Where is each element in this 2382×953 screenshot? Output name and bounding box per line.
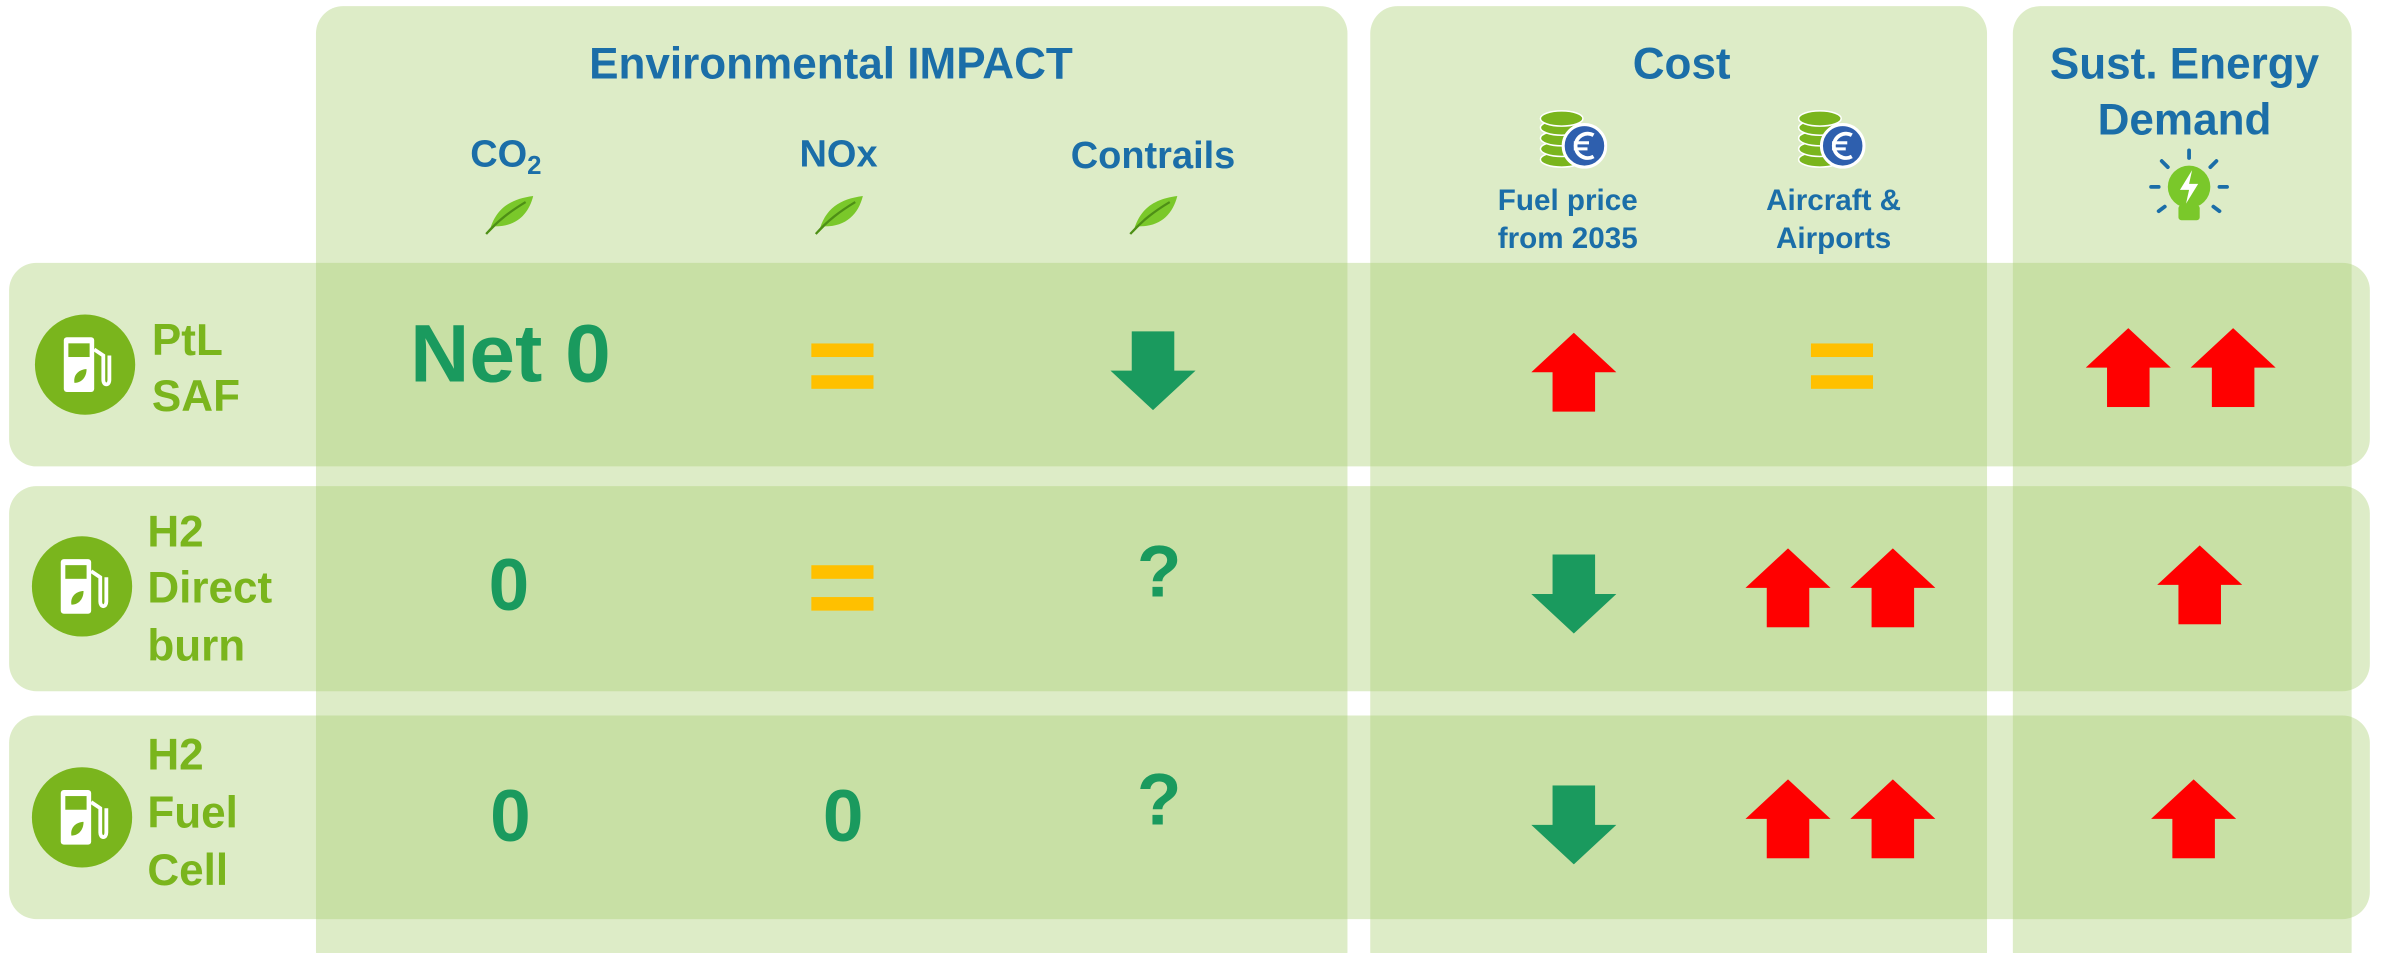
row-label: Direct: [147, 564, 272, 613]
panels: [9, 6, 2370, 953]
cell-value: 0: [490, 776, 531, 857]
row-label: PtL: [152, 316, 223, 365]
group-header: Demand: [2098, 96, 2272, 145]
column-subscript: 2: [527, 152, 541, 180]
fuel-icon: [33, 312, 137, 417]
column-header: Contrails: [1071, 135, 1236, 177]
group-header: Cost: [1633, 39, 1731, 88]
cell-value: 0: [823, 776, 864, 857]
cell-value: 0: [489, 545, 530, 626]
column-header: CO2: [470, 134, 541, 180]
energy-panel: [2012, 6, 2352, 953]
column-header: Airports: [1776, 222, 1891, 255]
fuel-icon: [30, 534, 134, 639]
cell-value: ?: [1137, 759, 1182, 840]
column-label: CO: [470, 134, 527, 176]
row-label: H2: [147, 507, 203, 556]
row-label: SAF: [152, 372, 240, 421]
group-header: Environmental IMPACT: [589, 39, 1073, 88]
column-header: from 2035: [1498, 222, 1638, 255]
row-label: Fuel: [147, 788, 238, 837]
row-label: Cell: [147, 846, 228, 895]
environment-panel: [315, 6, 1348, 953]
cost-panel: [1370, 6, 1988, 953]
cell-value: Net 0: [410, 309, 611, 400]
cell-value: ?: [1137, 532, 1182, 613]
column-header: Aircraft &: [1766, 184, 1901, 217]
column-header: NOx: [800, 134, 878, 176]
row-label: burn: [147, 621, 245, 670]
row-band: [9, 486, 2370, 692]
row-label: H2: [147, 731, 203, 780]
fuel-icon: [30, 765, 134, 869]
row-band: [9, 715, 2370, 920]
row-band: [9, 262, 2370, 467]
group-header: Sust. Energy: [2050, 39, 2320, 88]
column-header: Fuel price: [1498, 184, 1638, 217]
